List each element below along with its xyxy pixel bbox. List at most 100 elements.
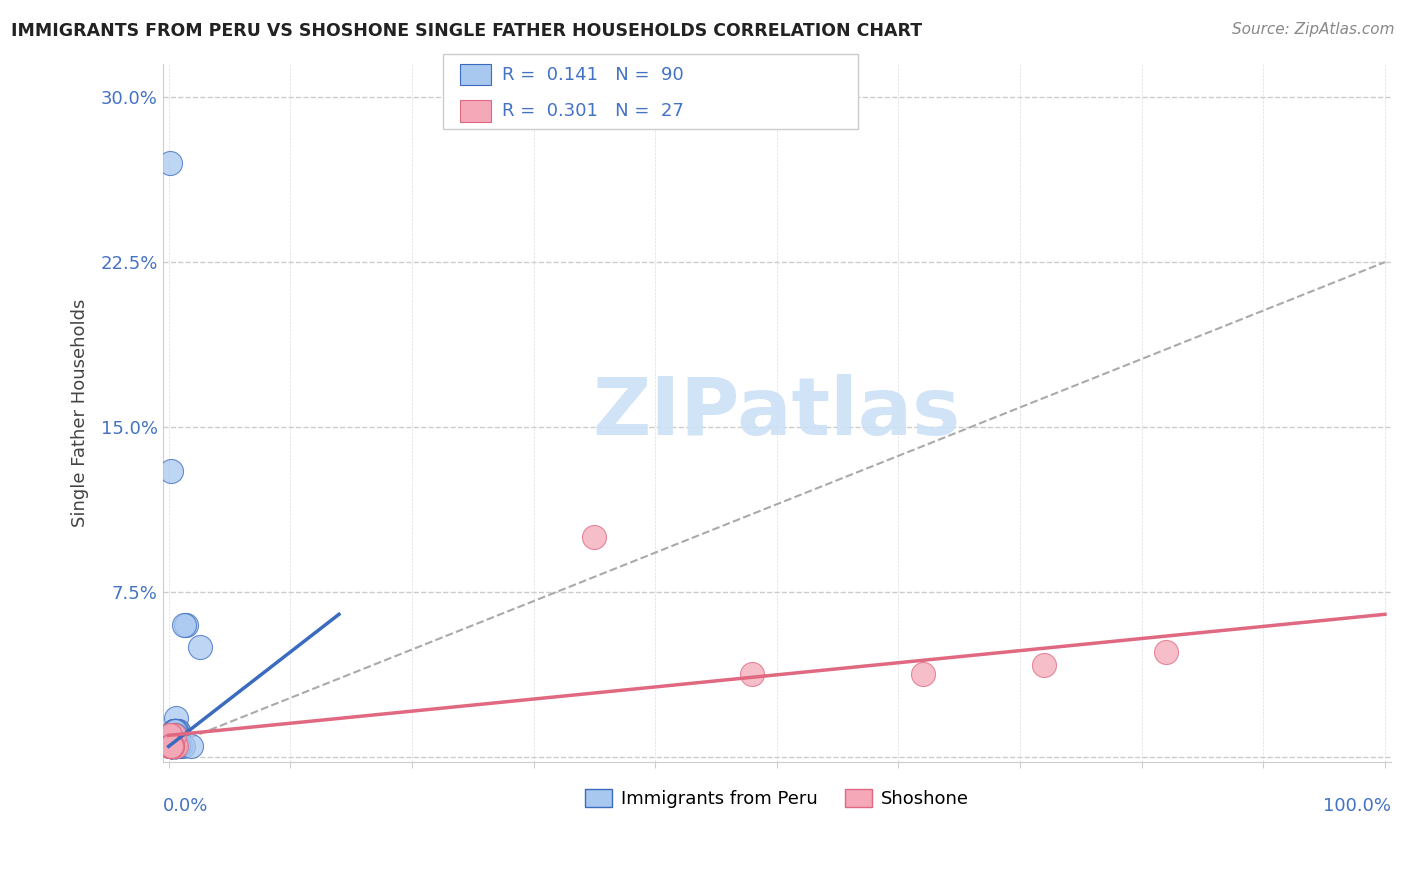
Point <box>163 723 186 738</box>
Point <box>160 739 183 754</box>
Point <box>162 739 184 754</box>
Point <box>162 723 184 738</box>
Point <box>165 739 187 754</box>
Point <box>162 728 184 742</box>
Point <box>162 739 184 754</box>
Point <box>165 739 187 754</box>
Point <box>1154 645 1177 659</box>
Point <box>163 739 186 754</box>
Point <box>162 739 184 754</box>
Point <box>160 739 183 754</box>
Point <box>162 739 184 754</box>
Point <box>160 739 183 754</box>
Point <box>162 728 184 742</box>
Point <box>162 739 184 754</box>
Point <box>162 728 184 742</box>
Point <box>163 728 186 742</box>
Point <box>163 739 186 754</box>
Point <box>160 739 183 754</box>
Point <box>162 728 184 742</box>
Point <box>160 464 183 478</box>
Text: 0.0%: 0.0% <box>163 797 208 814</box>
Point <box>162 739 184 754</box>
Point <box>165 739 187 754</box>
Point <box>160 739 183 754</box>
Text: 100.0%: 100.0% <box>1323 797 1391 814</box>
Point <box>160 739 183 754</box>
Point <box>159 156 181 170</box>
Point <box>163 728 186 742</box>
Point <box>167 728 190 742</box>
Point <box>163 723 186 738</box>
Y-axis label: Single Father Households: Single Father Households <box>72 299 89 527</box>
Point <box>160 739 183 754</box>
Point <box>188 640 211 655</box>
Point <box>159 728 181 742</box>
Point <box>159 739 181 754</box>
Point <box>583 530 606 544</box>
Point <box>166 739 188 754</box>
Point <box>162 739 184 754</box>
Point <box>165 739 187 754</box>
Point <box>180 739 202 754</box>
Point <box>160 739 183 754</box>
Point <box>162 739 184 754</box>
Point <box>160 739 183 754</box>
Point <box>163 739 186 754</box>
Point <box>160 739 183 754</box>
Point <box>160 739 183 754</box>
Point <box>159 739 181 754</box>
Point <box>162 739 184 754</box>
Text: IMMIGRANTS FROM PERU VS SHOSHONE SINGLE FATHER HOUSEHOLDS CORRELATION CHART: IMMIGRANTS FROM PERU VS SHOSHONE SINGLE … <box>11 22 922 40</box>
Point <box>169 739 191 754</box>
Point <box>167 739 190 754</box>
Point <box>159 739 181 754</box>
Point <box>162 739 184 754</box>
Point <box>162 739 184 754</box>
Text: ZIPatlas: ZIPatlas <box>593 374 960 452</box>
Point <box>160 739 183 754</box>
Point <box>160 739 183 754</box>
Point <box>167 723 190 738</box>
Point <box>159 739 181 754</box>
Point <box>174 618 197 632</box>
Point <box>163 739 186 754</box>
Point <box>160 739 183 754</box>
Point <box>162 723 184 738</box>
Point <box>160 739 183 754</box>
Point <box>162 739 184 754</box>
Point <box>162 723 184 738</box>
Point <box>162 739 184 754</box>
Point <box>162 739 184 754</box>
Point <box>167 723 190 738</box>
Point <box>165 739 187 754</box>
Point <box>163 739 186 754</box>
Point <box>163 723 186 738</box>
Point <box>162 728 184 742</box>
Point <box>162 739 184 754</box>
Point <box>165 739 187 754</box>
Point <box>163 728 186 742</box>
Point <box>163 723 186 738</box>
Point <box>159 739 181 754</box>
Point <box>162 739 184 754</box>
Point <box>162 739 184 754</box>
Point <box>160 739 183 754</box>
Point <box>162 739 184 754</box>
Text: R =  0.141   N =  90: R = 0.141 N = 90 <box>502 66 683 84</box>
Text: R =  0.301   N =  27: R = 0.301 N = 27 <box>502 102 683 120</box>
Point <box>169 739 191 754</box>
Point <box>162 739 184 754</box>
Point <box>162 728 184 742</box>
Point <box>162 739 184 754</box>
Point <box>172 739 194 754</box>
Point <box>163 728 186 742</box>
Point <box>163 739 186 754</box>
Point <box>162 723 184 738</box>
Point <box>165 739 187 754</box>
Point <box>163 723 186 738</box>
Point <box>162 739 184 754</box>
Point <box>165 723 187 738</box>
Point <box>160 739 183 754</box>
Point <box>162 739 184 754</box>
